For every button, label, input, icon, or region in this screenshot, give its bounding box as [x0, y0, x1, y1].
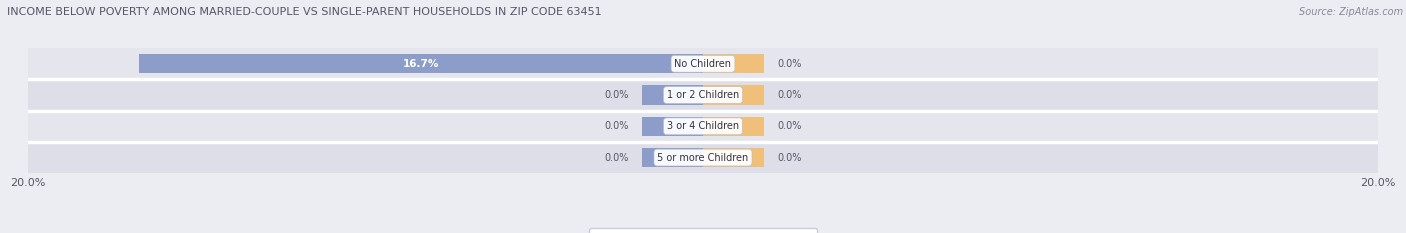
Bar	[139, 54, 703, 73]
Text: 0.0%: 0.0%	[778, 90, 801, 100]
Text: 0.0%: 0.0%	[778, 59, 801, 69]
Legend: Married Couples, Single Parents: Married Couples, Single Parents	[589, 228, 817, 233]
Text: 0.0%: 0.0%	[778, 121, 801, 131]
Bar	[703, 148, 763, 167]
Bar	[643, 148, 703, 167]
Bar	[28, 142, 1378, 173]
Bar	[28, 48, 1378, 79]
Text: Source: ZipAtlas.com: Source: ZipAtlas.com	[1299, 7, 1403, 17]
Bar	[643, 116, 703, 136]
Text: 16.7%: 16.7%	[404, 59, 440, 69]
Bar	[28, 111, 1378, 142]
Text: INCOME BELOW POVERTY AMONG MARRIED-COUPLE VS SINGLE-PARENT HOUSEHOLDS IN ZIP COD: INCOME BELOW POVERTY AMONG MARRIED-COUPL…	[7, 7, 602, 17]
Text: No Children: No Children	[675, 59, 731, 69]
Bar	[703, 54, 763, 73]
Text: 0.0%: 0.0%	[605, 121, 628, 131]
Text: 5 or more Children: 5 or more Children	[658, 153, 748, 163]
Bar	[703, 85, 763, 105]
Text: 1 or 2 Children: 1 or 2 Children	[666, 90, 740, 100]
Bar	[28, 79, 1378, 111]
Text: 0.0%: 0.0%	[778, 153, 801, 163]
Text: 0.0%: 0.0%	[605, 153, 628, 163]
Bar	[643, 85, 703, 105]
Text: 0.0%: 0.0%	[605, 90, 628, 100]
Bar	[703, 116, 763, 136]
Text: 3 or 4 Children: 3 or 4 Children	[666, 121, 740, 131]
